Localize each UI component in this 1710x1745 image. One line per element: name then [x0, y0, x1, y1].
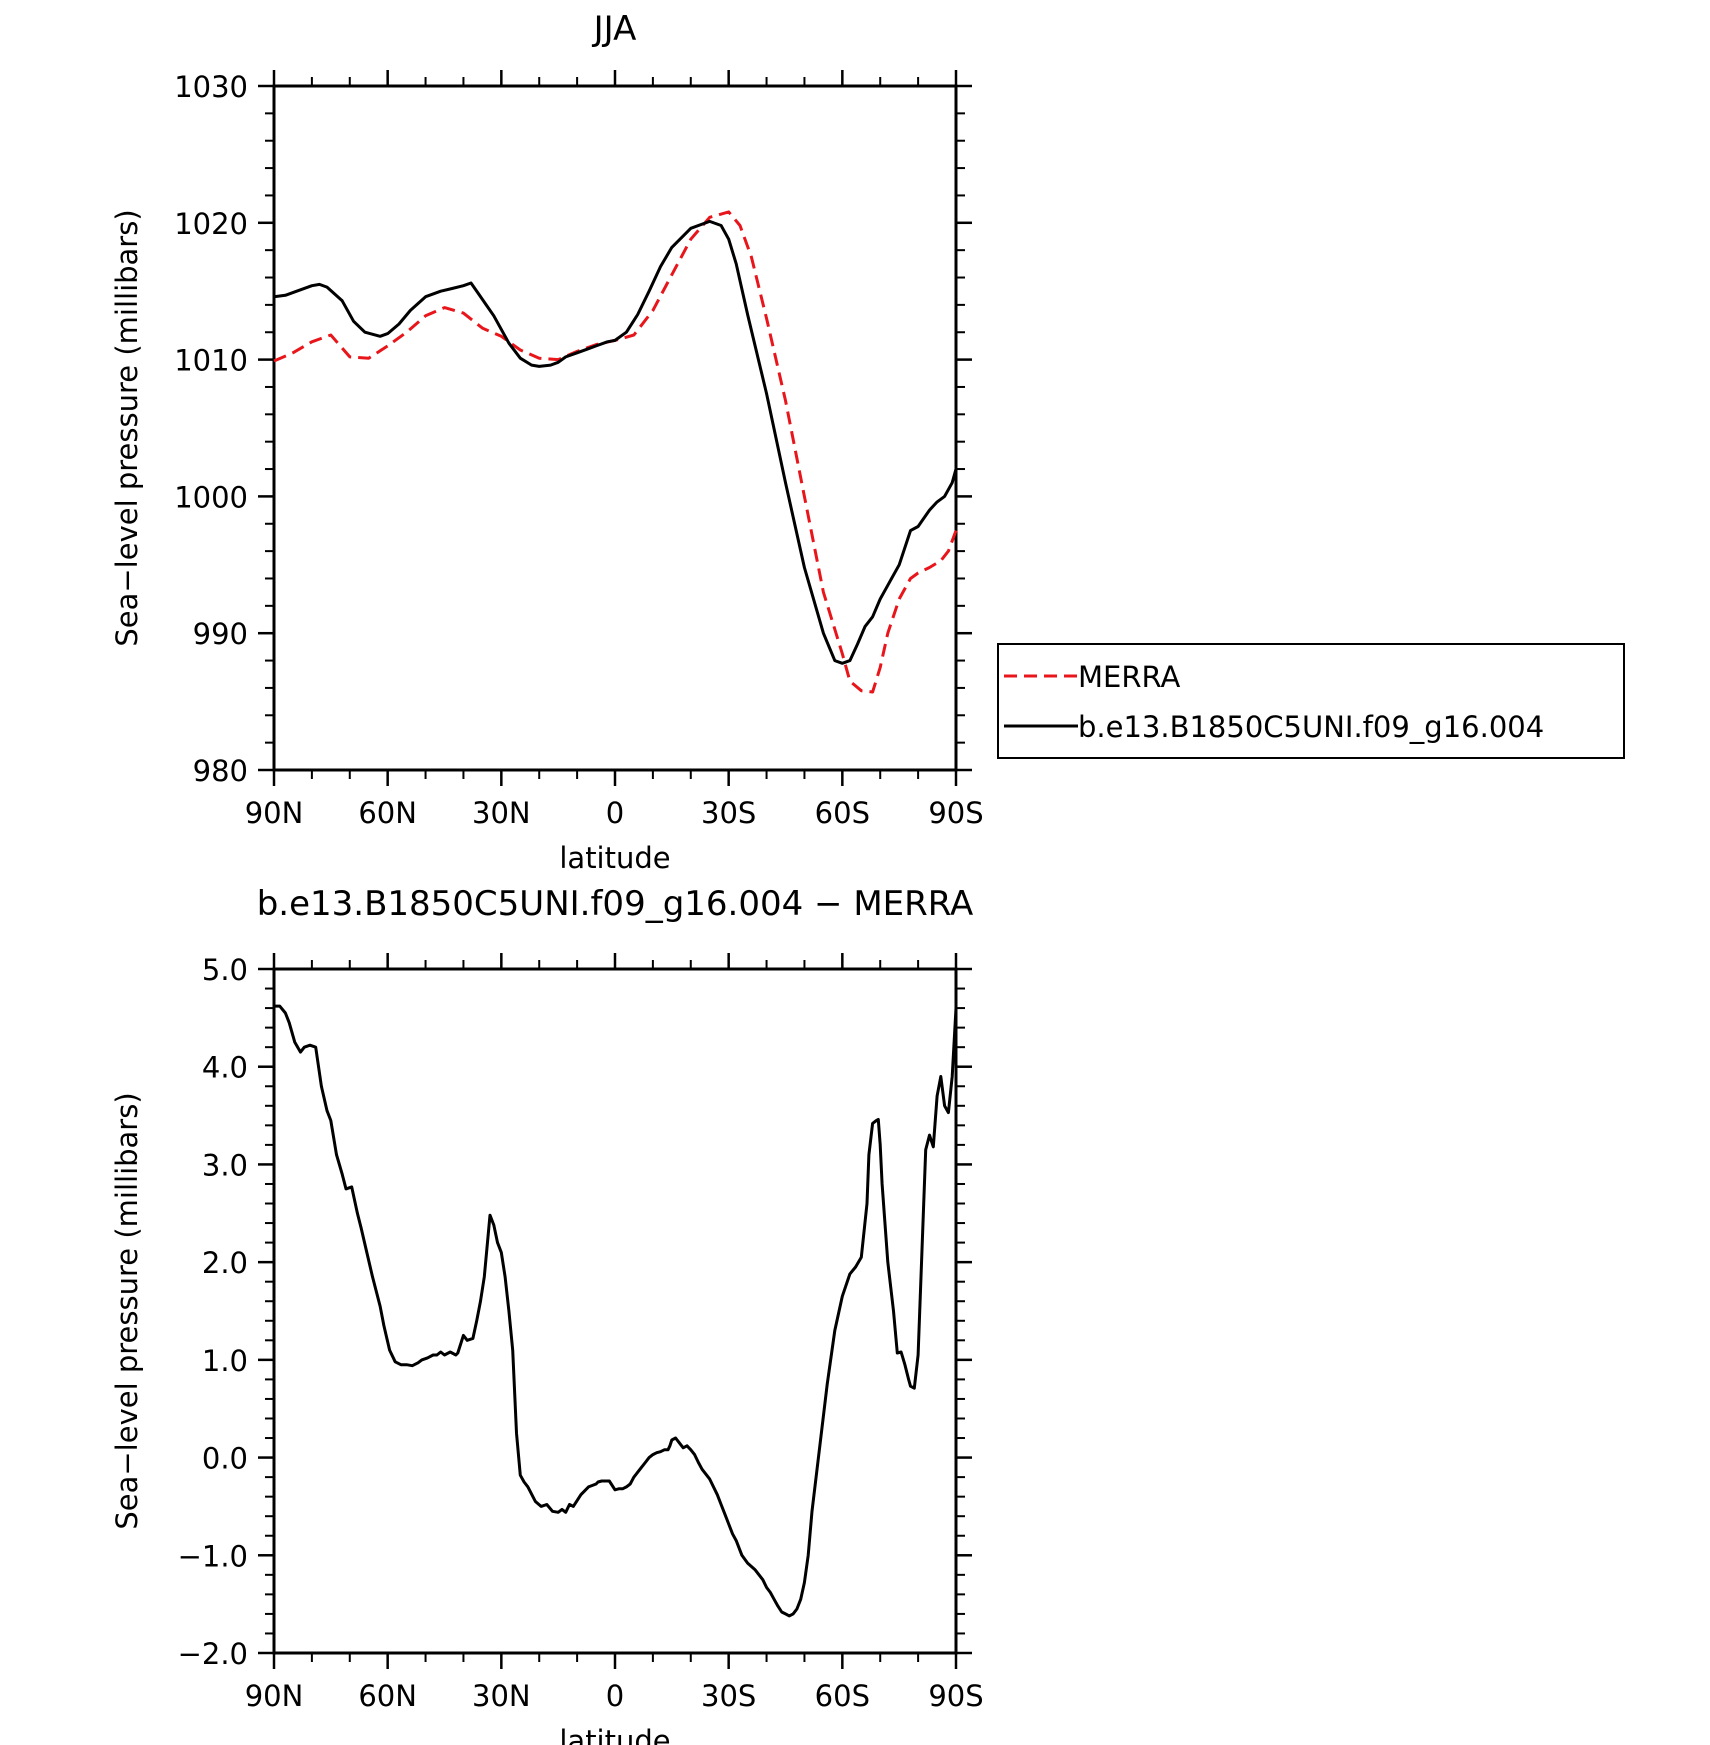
legend: MERRA b.e13.B1850C5UNI.f09_g16.004	[997, 643, 1625, 759]
y-tick-label: 1020	[174, 207, 248, 241]
x-tick-label: 90N	[245, 796, 304, 830]
chart-title: b.e13.B1850C5UNI.f09_g16.004 − MERRA	[257, 884, 974, 924]
y-tick-label: 1010	[174, 344, 248, 378]
y-tick-label: 4.0	[202, 1051, 248, 1085]
x-tick-label: 60N	[358, 1679, 417, 1713]
x-tick-label: 90S	[928, 796, 983, 830]
legend-label: b.e13.B1850C5UNI.f09_g16.004	[1078, 710, 1544, 744]
y-tick-label: 0.0	[202, 1442, 248, 1476]
y-axis-label: Sea−level pressure (millibars)	[110, 209, 144, 646]
y-tick-label: 990	[193, 617, 248, 651]
x-axis-label: latitude	[559, 841, 670, 875]
x-tick-label: 60S	[815, 796, 870, 830]
x-tick-label: 30N	[472, 796, 531, 830]
y-tick-label: 1030	[174, 70, 248, 104]
chart-title: JJA	[592, 9, 637, 49]
y-tick-label: 980	[193, 754, 248, 788]
x-tick-label: 90N	[245, 1679, 304, 1713]
y-tick-label: 2.0	[202, 1246, 248, 1280]
plot-frame	[272, 84, 958, 772]
y-axis-label: Sea−level pressure (millibars)	[110, 1092, 144, 1529]
x-tick-label: 60N	[358, 796, 417, 830]
series-line-0	[274, 1004, 958, 1618]
y-tick-label: 5.0	[202, 953, 248, 987]
y-tick-label: 3.0	[202, 1148, 248, 1182]
y-tick-label: −2.0	[178, 1637, 248, 1671]
x-tick-label: 0	[606, 796, 624, 830]
bottom-chart: b.e13.B1850C5UNI.f09_g16.004 − MERRA 90N 6…	[110, 884, 984, 1745]
top-chart: JJA 90N 60N 30N 0 30S 60S 90S 980 990 1000 1010 1020…	[110, 9, 1625, 875]
x-tick-label: 60S	[815, 1679, 870, 1713]
x-tick-label: 30N	[472, 1679, 531, 1713]
x-tick-label: 0	[606, 1679, 624, 1713]
series-line-0	[273, 210, 958, 694]
legend-label: MERRA	[1078, 660, 1180, 694]
plot-frame	[272, 967, 958, 1655]
x-tick-label: 30S	[701, 796, 756, 830]
y-tick-label: −1.0	[178, 1539, 248, 1573]
x-tick-label: 30S	[701, 1679, 756, 1713]
y-tick-label: 1000	[174, 480, 248, 514]
legend-box	[997, 643, 1625, 759]
y-tick-label: 1.0	[202, 1344, 248, 1378]
x-tick-label: 90S	[928, 1679, 983, 1713]
series-line-1	[273, 219, 958, 665]
x-axis-label: latitude	[559, 1724, 670, 1745]
